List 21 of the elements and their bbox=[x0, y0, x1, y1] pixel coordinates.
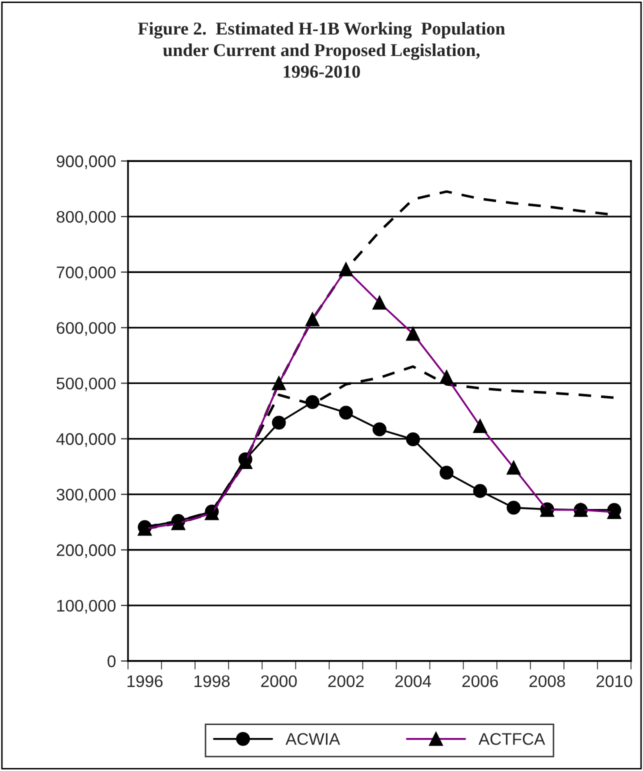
y-tick-label: 400,000 bbox=[56, 433, 116, 447]
y-tick-label: 500,000 bbox=[56, 378, 116, 392]
x-tick-label: 2000 bbox=[261, 675, 297, 688]
x-tick-label: 2006 bbox=[462, 675, 498, 688]
y-tick-label: 100,000 bbox=[57, 600, 116, 614]
x-tick-label: 2004 bbox=[395, 675, 432, 688]
x-tick-label: 2002 bbox=[328, 675, 364, 688]
y-tick-label: 600,000 bbox=[56, 322, 116, 336]
y-tick-label: 800,000 bbox=[56, 210, 116, 225]
legend-label: ACWIA bbox=[286, 733, 340, 745]
legend-label: ACTFCA bbox=[478, 733, 546, 745]
y-tick-label: 0 bbox=[108, 655, 116, 668]
y-tick-label: 300,000 bbox=[56, 488, 116, 503]
y-tick-label: 200,000 bbox=[56, 544, 116, 558]
y-tick-label: 700,000 bbox=[56, 266, 116, 280]
x-tick-label: 1998 bbox=[194, 675, 230, 688]
y-tick-label: 900,000 bbox=[56, 155, 116, 170]
x-tick-label: 2010 bbox=[596, 675, 632, 688]
x-tick-label: 2008 bbox=[529, 675, 565, 688]
chart-title: Figure 2. Estimated H-1B Working Population under Current and Proposed Legislation, 1996-2010 bbox=[138, 22, 505, 78]
x-tick-label: 1996 bbox=[128, 675, 163, 688]
